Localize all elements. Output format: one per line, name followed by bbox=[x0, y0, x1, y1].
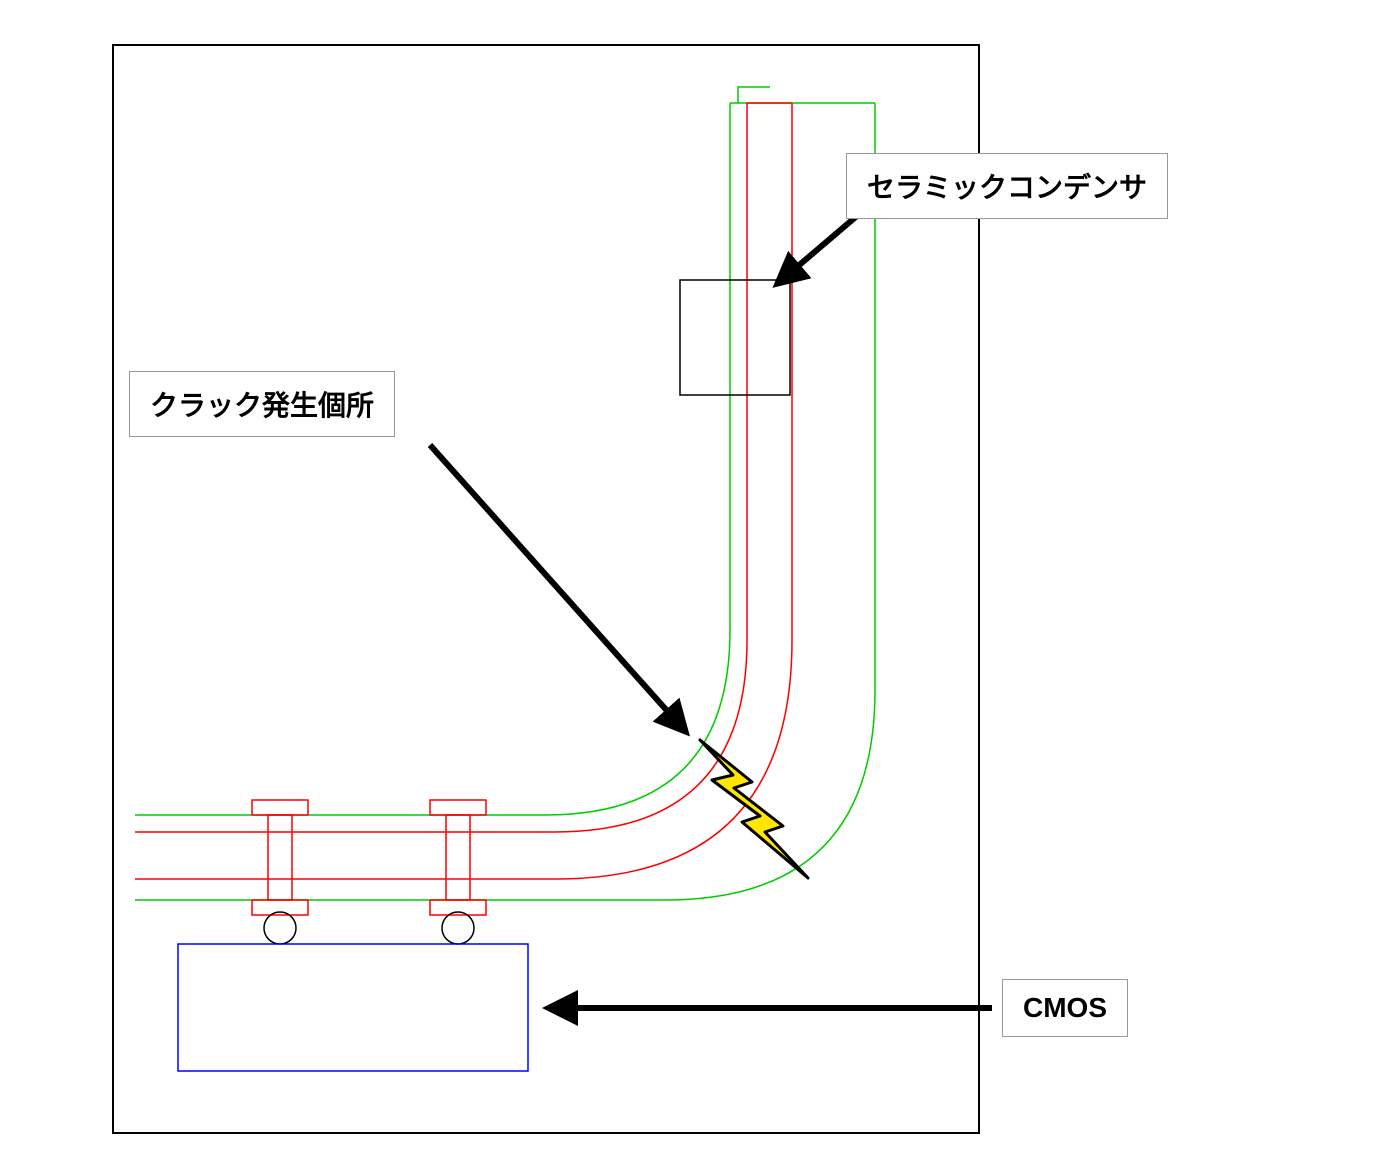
label-cmos: CMOS bbox=[1002, 979, 1128, 1037]
arrow-crack bbox=[430, 445, 686, 732]
green-trace bbox=[135, 103, 875, 900]
label-cmos-text: CMOS bbox=[1023, 992, 1107, 1023]
pcb-diagram bbox=[0, 0, 1400, 1169]
pad-circle-2 bbox=[442, 912, 474, 944]
red-terminal-2 bbox=[430, 800, 486, 915]
pad-circle-1 bbox=[264, 912, 296, 944]
label-ceramic-capacitor: セラミックコンデンサ bbox=[846, 153, 1168, 219]
green-tab bbox=[738, 87, 770, 103]
red-trace-outer bbox=[135, 103, 792, 879]
label-crack-location: クラック発生個所 bbox=[129, 371, 395, 437]
label-ceramic-capacitor-text: セラミックコンデンサ bbox=[867, 172, 1147, 203]
red-terminal-1 bbox=[252, 800, 308, 915]
capacitor-box bbox=[680, 280, 790, 395]
label-crack-location-text: クラック発生個所 bbox=[150, 390, 374, 421]
arrow-capacitor bbox=[777, 215, 858, 284]
red-trace-inner bbox=[135, 103, 747, 832]
cmos-box bbox=[178, 944, 528, 1071]
lightning-icon bbox=[700, 740, 808, 878]
